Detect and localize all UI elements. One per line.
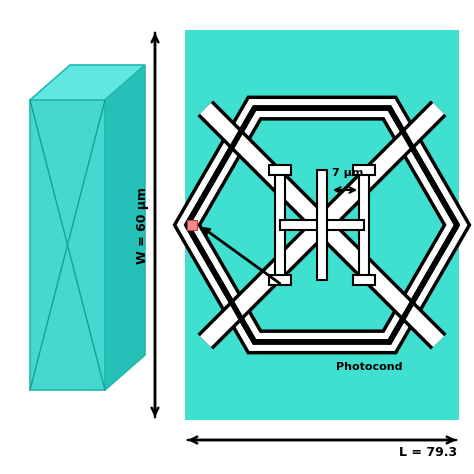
Bar bbox=[269, 275, 291, 285]
Text: L = 79.3: L = 79.3 bbox=[399, 446, 457, 459]
Bar bbox=[353, 275, 375, 285]
Bar bbox=[187, 220, 197, 230]
Bar bbox=[280, 220, 364, 230]
Text: W = 60 μm: W = 60 μm bbox=[137, 186, 149, 264]
Bar bbox=[353, 165, 375, 175]
Text: 7 μm: 7 μm bbox=[332, 168, 364, 178]
Polygon shape bbox=[30, 100, 105, 390]
Bar bbox=[275, 170, 285, 280]
Polygon shape bbox=[105, 65, 145, 390]
Bar bbox=[269, 165, 291, 175]
Polygon shape bbox=[30, 65, 145, 100]
Text: Photocond: Photocond bbox=[336, 362, 402, 372]
Bar bbox=[185, 30, 459, 420]
Bar bbox=[359, 170, 369, 280]
Polygon shape bbox=[187, 108, 457, 342]
Bar bbox=[317, 170, 327, 280]
